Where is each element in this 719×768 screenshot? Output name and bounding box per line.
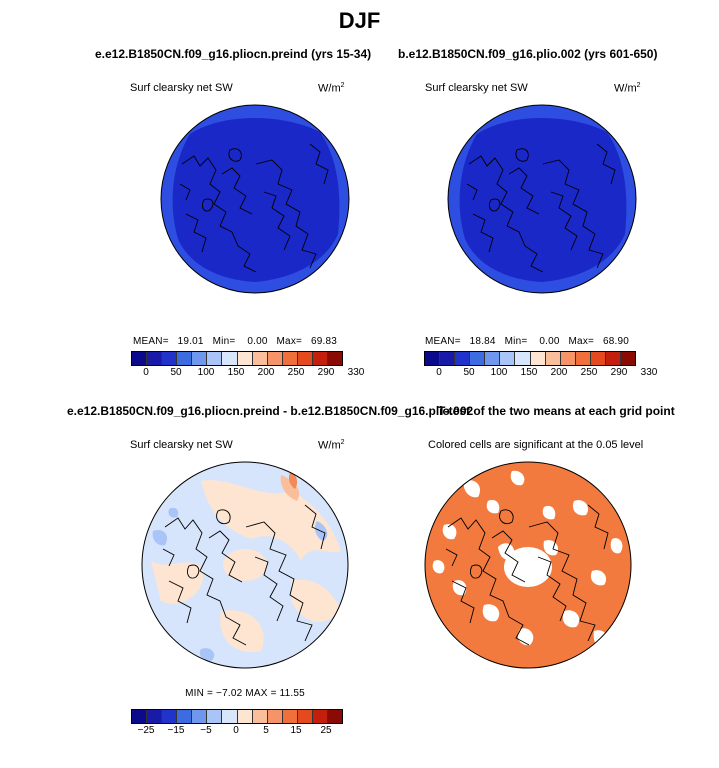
colorbar-swatch [605,352,622,365]
colorbar-top-left [131,351,343,366]
colorbar-swatch [312,710,329,723]
polar-map-top-right [447,104,637,294]
colorbar-swatch [252,352,268,365]
panel-title-bottom-right: T-test of the two means at each grid poi… [438,404,675,418]
colorbar-swatch [530,352,546,365]
colorbar-tick-label: 0 [436,367,442,378]
colorbar-tick-label: −25 [137,725,155,736]
units-top-left: W/m2 [318,82,345,95]
colorbar-swatch [425,352,441,365]
variable-name-top-right: Surf clearsky net SW [425,82,528,94]
colorbar-swatch [470,352,486,365]
colorbar-tick-label: 100 [490,367,508,378]
colorbar-swatch [328,710,343,723]
colorbar-swatch [267,352,283,365]
colorbar-swatch [207,710,223,723]
colorbar-tick-label: 15 [290,725,302,736]
subtitle-bottom-right: Colored cells are significant at the 0.0… [428,439,644,451]
colorbar-swatch [621,352,636,365]
colorbar-swatch [192,710,208,723]
panel-title-top-right: b.e12.B1850CN.f09_g16.plio.002 (yrs 601-… [398,47,658,61]
colorbar-swatch [328,352,343,365]
units-top-right: W/m2 [614,82,641,95]
stats-top-right: MEAN= 18.84 Min= 0.00 Max= 68.90 [425,336,630,347]
colorbar-tick-label: 0 [143,367,149,378]
colorbar-swatch [282,352,298,365]
colorbar-swatch [237,352,253,365]
units-bottom-left: W/m2 [318,439,345,452]
colorbar-tick-label: −5 [200,725,212,736]
colorbar-tick-label: 290 [317,367,335,378]
colorbar-swatch [132,352,148,365]
colorbar-swatch [312,352,329,365]
stats-bottom-left: MIN = −7.02 MAX = 11.55 [185,688,305,699]
colorbar-swatch [177,352,193,365]
colorbar-tick-label: 250 [580,367,598,378]
colorbar-tick-label: 200 [257,367,275,378]
figure-title: DJF [338,8,381,33]
colorbar-swatch [455,352,471,365]
colorbar-tick-label: 100 [197,367,215,378]
colorbar-swatch [162,352,178,365]
colorbar-tick-label: 330 [640,367,658,378]
colorbar-tick-label: 0 [233,725,239,736]
polar-map-bottom-right [424,461,632,669]
variable-name-top-left: Surf clearsky net SW [130,82,233,94]
variable-name-bottom-left: Surf clearsky net SW [130,439,233,451]
colorbar-bottom-left [131,709,343,724]
colorbar-swatch [515,352,531,365]
panel-title-top-left: e.e12.B1850CN.f09_g16.pliocn.preind (yrs… [95,47,372,61]
colorbar-swatch [440,352,456,365]
colorbar-swatch [282,710,298,723]
colorbar-swatch [575,352,591,365]
colorbar-swatch [147,352,163,365]
colorbar-tick-label: 330 [347,367,365,378]
polar-map-bottom-left [141,461,349,669]
colorbar-tick-label: 25 [320,725,332,736]
colorbar-tick-label: −15 [167,725,185,736]
colorbar-swatch [192,352,208,365]
colorbar-tick-label: 200 [550,367,568,378]
stats-top-left: MEAN= 19.01 Min= 0.00 Max= 69.83 [133,336,338,347]
polar-map-top-left [160,104,350,294]
colorbar-tick-label: 250 [287,367,305,378]
colorbar-swatch [545,352,561,365]
colorbar-swatch [485,352,501,365]
colorbar-tick-label: 290 [610,367,628,378]
colorbar-swatch [297,710,313,723]
colorbar-swatch [267,710,283,723]
colorbar-swatch [132,710,148,723]
colorbar-swatch [500,352,516,365]
colorbar-swatch [162,710,178,723]
colorbar-swatch [297,352,313,365]
colorbar-swatch [207,352,223,365]
panel-title-bottom-left: e.e12.B1850CN.f09_g16.pliocn.preind - b.… [67,404,474,418]
colorbar-tick-label: 5 [263,725,269,736]
colorbar-swatch [222,710,238,723]
colorbar-swatch [252,710,268,723]
colorbar-tick-label: 150 [520,367,538,378]
colorbar-top-right [424,351,636,366]
colorbar-swatch [237,710,253,723]
colorbar-tick-label: 50 [170,367,182,378]
colorbar-tick-label: 150 [227,367,245,378]
colorbar-swatch [590,352,606,365]
colorbar-tick-label: 50 [463,367,475,378]
colorbar-swatch [177,710,193,723]
colorbar-swatch [222,352,238,365]
colorbar-swatch [147,710,163,723]
colorbar-swatch [560,352,576,365]
